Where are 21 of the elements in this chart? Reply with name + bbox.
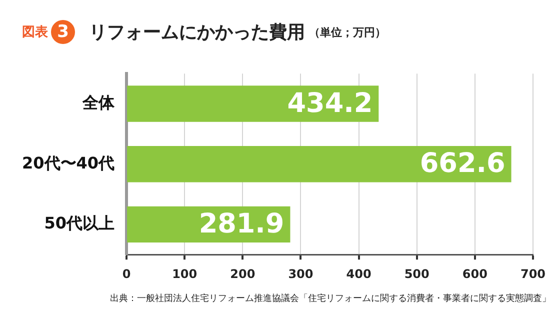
- data-label: 281.9: [198, 208, 284, 240]
- source-note: 出典：一般社団法人住宅リフォーム推進協議会「住宅リフォームに関する消費者・事業者に関する実態調査」: [110, 292, 551, 305]
- x-tick-label: 600: [462, 266, 488, 281]
- bar: [127, 86, 379, 122]
- x-tick-label: 500: [404, 266, 430, 281]
- x-tick-label: 0: [122, 266, 131, 281]
- y-tick-label: 全体: [82, 92, 116, 112]
- x-tick-label: 400: [346, 266, 372, 281]
- y-tick-label: 20代〜40代: [22, 153, 115, 172]
- data-label: 434.2: [287, 88, 373, 119]
- text: 図表: [22, 24, 48, 41]
- bar: [127, 146, 512, 182]
- text: 3: [51, 20, 75, 44]
- chart-subtitle: （単位；万円）: [309, 24, 386, 40]
- y-tick-label: 50代以上: [44, 214, 115, 233]
- chart-title: リフォームにかかった費用: [89, 21, 305, 44]
- data-label: 662.6: [420, 148, 506, 180]
- x-tick-label: 200: [230, 266, 256, 281]
- x-tick-label: 300: [288, 266, 314, 281]
- x-tick-label: 700: [520, 266, 546, 281]
- x-tick-label: 100: [172, 266, 198, 281]
